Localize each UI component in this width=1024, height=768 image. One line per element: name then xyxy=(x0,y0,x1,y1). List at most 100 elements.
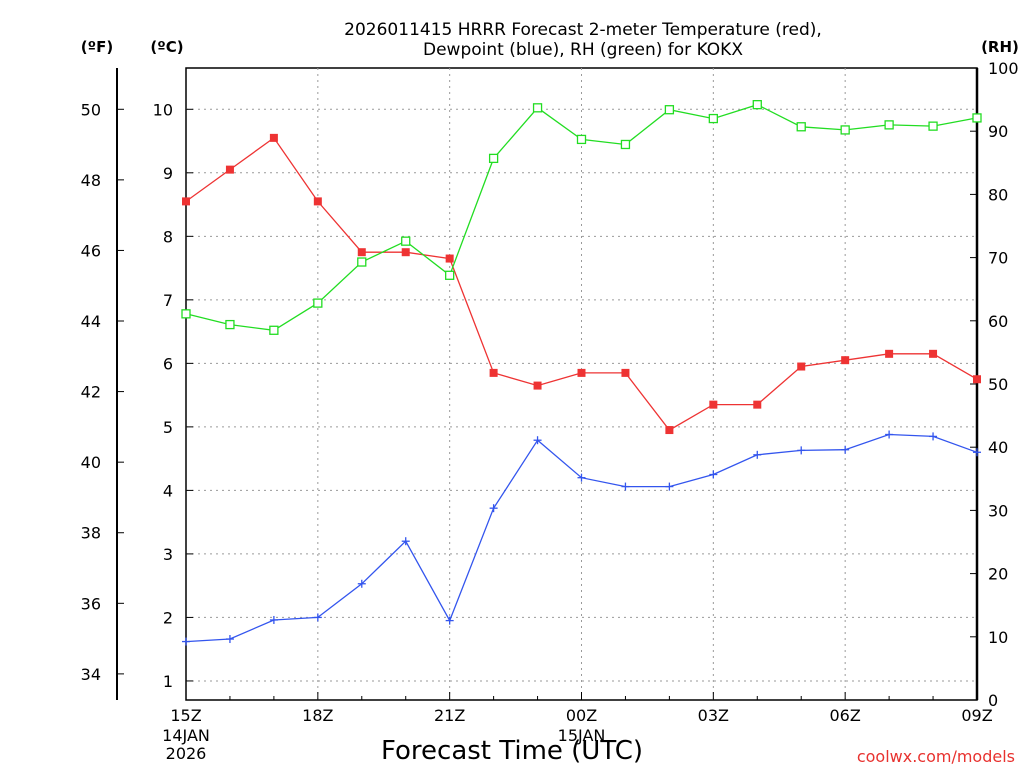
x-tick-label: 09Z xyxy=(961,706,992,725)
plot-frame xyxy=(185,67,978,701)
temperature-point xyxy=(577,368,586,377)
celsius-tick-label: 7 xyxy=(163,291,173,310)
chart-title-line-1: 2026011415 HRRR Forecast 2-meter Tempera… xyxy=(344,20,822,40)
x-axis-label: Forecast Time (UTC) xyxy=(381,736,643,766)
celsius-unit-label: (ºC) xyxy=(150,38,183,56)
dewpoint-point xyxy=(753,450,762,459)
temperature-point xyxy=(313,197,322,206)
dewpoint-point xyxy=(841,445,850,454)
dewpoint-point xyxy=(929,432,938,441)
fahrenheit-tick-label: 40 xyxy=(81,453,101,472)
x-tick-sublabel: 2026 xyxy=(166,744,207,763)
temperature-point xyxy=(797,362,806,371)
x-tick-label: 00Z xyxy=(566,706,597,725)
celsius-tick-label: 3 xyxy=(163,545,173,564)
temperature-point xyxy=(533,381,542,390)
temperature-point xyxy=(665,426,674,435)
temperature-point xyxy=(445,254,454,263)
dewpoint-point xyxy=(973,448,981,457)
rh-point xyxy=(181,309,191,319)
rh-point xyxy=(840,125,850,135)
celsius-tick-label: 5 xyxy=(163,418,173,437)
celsius-tick-label: 9 xyxy=(163,164,173,183)
dewpoint-point xyxy=(665,482,674,491)
x-tick-label: 06Z xyxy=(830,706,861,725)
rh-tick-label: 80 xyxy=(988,185,1008,204)
x-tick-label: 03Z xyxy=(698,706,729,725)
rh-point xyxy=(928,121,938,131)
rh-point xyxy=(357,257,367,267)
celsius-tick-label: 1 xyxy=(163,672,173,691)
rh-point xyxy=(576,134,587,145)
rh-point xyxy=(752,100,762,110)
rh-point xyxy=(532,103,543,113)
dewpoint-point xyxy=(182,637,190,646)
fahrenheit-tick-label: 50 xyxy=(81,100,101,119)
temperature-point xyxy=(709,400,718,409)
grid-layer xyxy=(186,68,977,700)
dewpoint-point xyxy=(401,537,410,546)
x-tick-label: 15Z xyxy=(170,706,201,725)
ticks-layer: 1234567891034363840424446485001020304050… xyxy=(81,59,1019,763)
celsius-tick-label: 6 xyxy=(163,354,173,373)
temperature-point xyxy=(401,248,410,257)
dewpoint-point xyxy=(445,616,454,625)
temperature-point xyxy=(357,248,366,257)
dewpoint-point xyxy=(885,430,894,439)
rh-tick-label: 50 xyxy=(988,375,1008,394)
rh-point xyxy=(796,122,806,132)
celsius-tick-label: 4 xyxy=(163,481,173,500)
dewpoint-point xyxy=(489,504,498,513)
fahrenheit-tick-label: 36 xyxy=(81,594,101,613)
celsius-tick-label: 10 xyxy=(153,100,173,119)
dewpoint-point xyxy=(357,579,366,588)
rh-point xyxy=(620,139,631,150)
rh-point xyxy=(664,105,675,115)
temperature-point xyxy=(225,165,234,174)
rh-point xyxy=(225,319,235,330)
dewpoint-point xyxy=(225,635,234,644)
dewpoint-point xyxy=(313,613,322,622)
series-layer xyxy=(181,100,982,646)
chart-title-line-2: Dewpoint (blue), RH (green) for KOKX xyxy=(423,40,743,60)
rh-tick-label: 40 xyxy=(988,438,1008,457)
fahrenheit-tick-label: 44 xyxy=(81,312,101,331)
rh-point xyxy=(488,153,499,164)
dewpoint-point xyxy=(533,436,542,445)
dewpoint-point xyxy=(269,615,278,624)
rh-tick-label: 100 xyxy=(988,59,1019,78)
fahrenheit-tick-label: 48 xyxy=(81,171,101,190)
fahrenheit-tick-label: 34 xyxy=(81,665,101,684)
temperature-point xyxy=(973,375,981,384)
rh-point xyxy=(445,270,455,280)
rh-tick-label: 0 xyxy=(988,691,998,710)
rh-point xyxy=(401,236,411,246)
rh-point xyxy=(313,298,323,308)
dewpoint-point xyxy=(621,482,630,491)
rh-tick-label: 20 xyxy=(988,565,1008,584)
rh-tick-label: 90 xyxy=(988,122,1008,141)
dewpoint-point xyxy=(709,470,718,479)
fahrenheit-tick-label: 38 xyxy=(81,524,101,543)
fahrenheit-tick-label: 42 xyxy=(81,383,101,402)
rh-tick-label: 10 xyxy=(988,628,1008,647)
temperature-point xyxy=(621,368,630,377)
temperature-point xyxy=(929,349,938,358)
temperature-point xyxy=(753,400,762,409)
celsius-tick-label: 8 xyxy=(163,227,173,246)
rh-tick-label: 60 xyxy=(988,312,1008,331)
rh-unit-label: (RH) xyxy=(981,38,1019,56)
rh-tick-label: 30 xyxy=(988,501,1008,520)
temperature-point xyxy=(269,133,278,142)
temperature-point xyxy=(182,197,190,206)
temperature-point xyxy=(841,356,850,365)
x-tick-sublabel: 14JAN xyxy=(162,726,210,745)
rh-point xyxy=(708,113,718,124)
rh-point xyxy=(972,113,982,123)
rh-tick-label: 70 xyxy=(988,249,1008,268)
temperature-point xyxy=(489,368,498,377)
fahrenheit-unit-label: (ºF) xyxy=(81,38,113,56)
credit-link[interactable]: coolwx.com/models xyxy=(857,747,1015,766)
